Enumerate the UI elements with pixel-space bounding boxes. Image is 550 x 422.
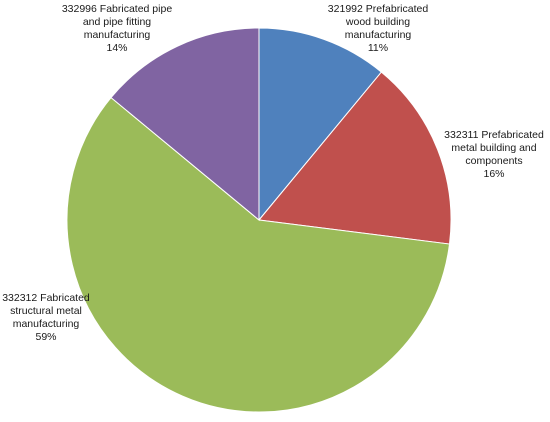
slice-percent-label: 16%	[483, 168, 504, 180]
slice-name-line: 321992 Prefabricated	[328, 3, 429, 15]
pie-slice	[258, 27, 383, 222]
slice-name-line: 332312 Fabricated	[2, 292, 90, 304]
slice-name-line: structural metal	[10, 305, 82, 317]
slice-name-line: manufacturing	[345, 29, 412, 41]
slice-label: 332996 Fabricated pipe and pipe fitting ma…	[62, 3, 172, 54]
slice-percent-label: 59%	[35, 331, 56, 343]
slice-name-line: metal building and	[451, 142, 536, 154]
slice-label: 321992 Prefabricated wood building manufac…	[328, 3, 429, 54]
slice-label: 332311 Prefabricated metal building and co…	[444, 129, 544, 180]
slice-name-line: manufacturing	[13, 318, 80, 330]
pie-slices	[66, 27, 452, 413]
slice-name-line: 332996 Fabricated pipe	[62, 3, 172, 15]
slice-percent-label: 14%	[106, 42, 127, 54]
slice-name-line: 332311 Prefabricated	[444, 129, 544, 141]
slice-name-line: manufacturing	[84, 29, 151, 41]
slice-percent-label: 11%	[368, 42, 388, 54]
pie-slice	[258, 71, 452, 245]
pie-labels: 321992 Prefabricated wood building manufac…	[2, 3, 544, 343]
slice-name-line: and pipe fitting	[83, 16, 151, 28]
slice-name-line: components	[465, 155, 522, 167]
slice-name-line: wood building	[345, 16, 410, 28]
pie-slice	[110, 27, 260, 222]
pie-slice	[66, 96, 451, 413]
slice-label: 332312 Fabricated structural metal manufac…	[2, 292, 90, 343]
